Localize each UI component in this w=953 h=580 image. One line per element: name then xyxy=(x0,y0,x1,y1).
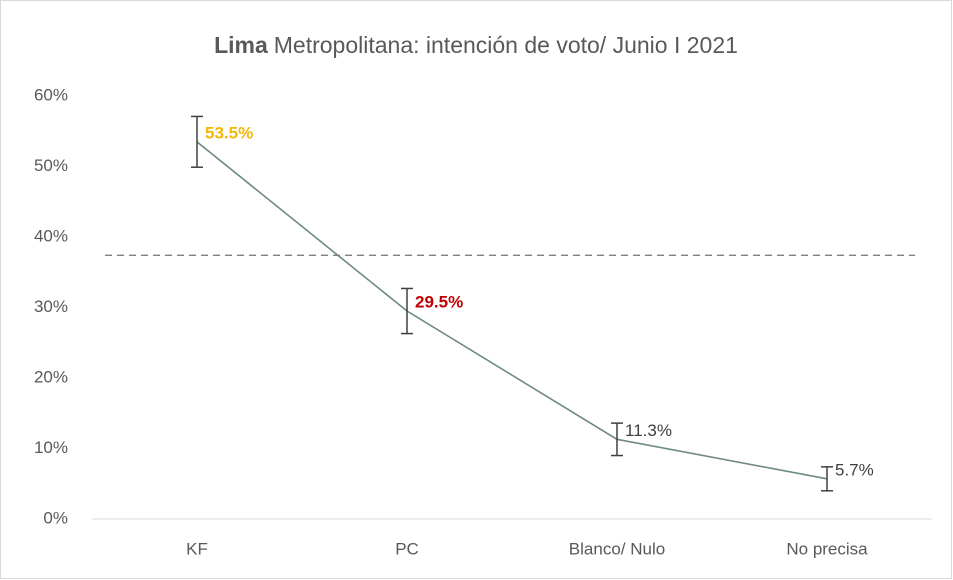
y-tick-label: 50% xyxy=(34,156,68,175)
x-tick-label: Blanco/ Nulo xyxy=(569,539,665,558)
x-tick-label: KF xyxy=(186,539,208,558)
data-label: 29.5% xyxy=(415,293,463,312)
title-bold: Lima xyxy=(214,32,268,58)
data-line xyxy=(196,141,828,480)
y-tick-label: 10% xyxy=(34,438,68,457)
y-tick-label: 60% xyxy=(34,85,68,104)
data-label: 5.7% xyxy=(835,460,874,479)
data-label: 53.5% xyxy=(205,123,253,142)
y-tick-label: 30% xyxy=(34,297,68,316)
y-tick-label: 20% xyxy=(34,367,68,386)
x-tick-label: PC xyxy=(395,539,419,558)
y-tick-label: 0% xyxy=(43,508,68,527)
y-tick-label: 40% xyxy=(34,226,68,245)
data-label: 11.3% xyxy=(625,421,672,440)
title-rest: Metropolitana: intención de voto/ Junio … xyxy=(274,32,738,58)
chart-title: Lima Metropolitana: intención de voto/ Ju… xyxy=(214,32,738,58)
x-tick-label: No precisa xyxy=(786,539,868,558)
